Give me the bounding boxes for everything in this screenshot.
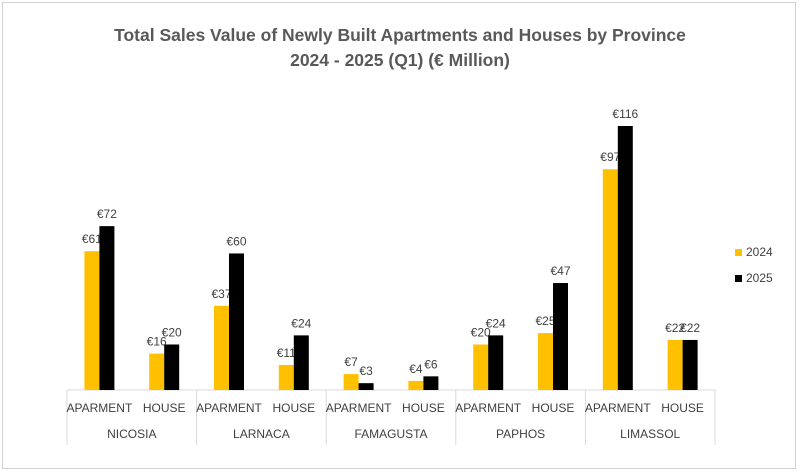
category-label: APARMENT [455,401,521,415]
bar-2024 [538,333,553,390]
data-label-2025: €47 [550,264,570,278]
data-label-2024: €16 [147,335,167,349]
bar-2025 [423,376,439,390]
data-label-2025: €6 [424,357,438,371]
category-label: HOUSE [532,401,575,415]
data-label-2024: €61 [82,232,102,246]
bar-2025 [682,339,698,390]
bar-2024 [84,251,100,390]
data-label-2024: €37 [211,287,231,301]
data-label-2024: €7 [344,355,358,369]
data-label-2024: €20 [471,325,491,339]
bar-2025 [164,344,180,390]
bar-2024 [602,169,618,390]
data-label-2025: €116 [612,107,638,121]
category-label: HOUSE [143,401,186,415]
data-label-2024: €22 [665,321,685,335]
category-label: HOUSE [272,401,315,415]
chart-frame: Total Sales Value of Newly Built Apartme… [2,2,796,469]
category-label: HOUSE [661,401,704,415]
category-label: APARMENT [326,401,392,415]
data-label-2024: €11 [277,346,296,360]
data-label-2025: €24 [486,316,506,330]
legend-swatch-2024 [735,249,742,256]
category-label: APARMENT [67,401,133,415]
bar-2024 [473,344,489,390]
bar-2024 [408,380,424,390]
data-label-2024: €25 [535,314,555,328]
category-label: HOUSE [402,401,445,415]
category-label: APARMENT [585,401,651,415]
bar-2025 [617,126,633,390]
province-label: LARNACA [233,427,290,441]
legend-label-2025: 2025 [746,271,773,285]
province-label: NICOSIA [107,427,156,441]
data-label-2025: €72 [97,207,117,221]
chart-title: Total Sales Value of Newly Built Apartme… [3,23,797,73]
data-label-2025: €24 [291,316,311,330]
bar-2025 [229,253,244,390]
province-label: PAPHOS [496,427,545,441]
category-label: APARMENT [196,401,262,415]
bar-2025 [293,335,309,390]
data-label-2025: €60 [226,234,246,248]
chart-subtitle-line: 2024 - 2025 (Q1) (€ Million) [290,50,510,70]
bar-2024 [343,374,359,390]
bar-2025 [99,226,115,390]
bar-2024 [149,353,165,390]
legend-swatch-2025 [735,275,742,282]
bar-2024 [214,305,229,390]
province-label: FAMAGUSTA [354,427,427,441]
data-label-2024: €97 [600,150,620,164]
bar-2025 [553,283,568,390]
data-label-2025: €3 [359,364,373,378]
data-label-2024: €4 [409,362,423,376]
data-label-2025: €20 [162,325,182,339]
data-label-2025: €22 [680,321,700,335]
legend-label-2024: 2024 [746,245,773,259]
bar-2025 [358,383,374,390]
bar-2024 [278,364,294,390]
bar-2025 [488,335,504,390]
chart-title-line: Total Sales Value of Newly Built Apartme… [114,25,686,45]
province-label: LIMASSOL [620,427,680,441]
bar-2024 [667,339,683,390]
